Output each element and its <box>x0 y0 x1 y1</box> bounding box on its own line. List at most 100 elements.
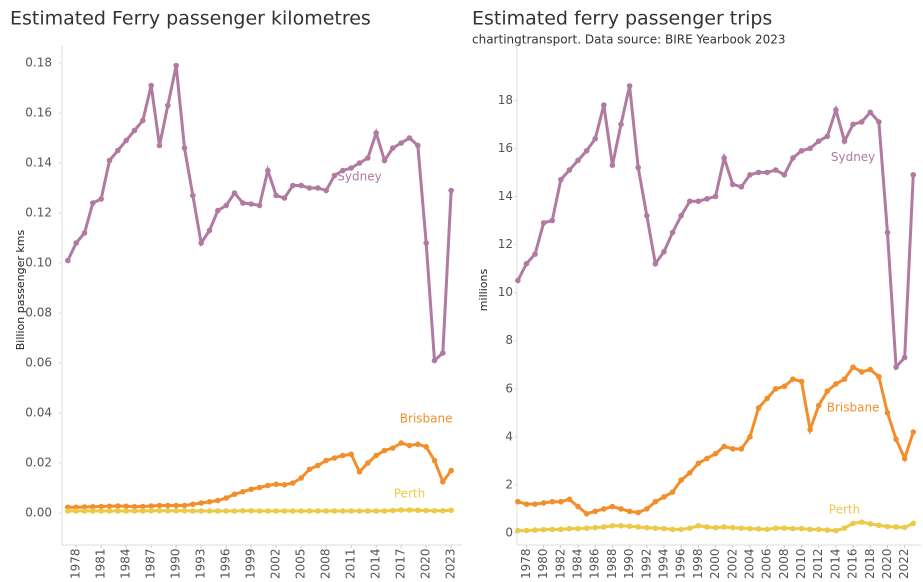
data-point <box>532 501 538 507</box>
data-point <box>365 155 371 161</box>
data-point <box>215 497 221 504</box>
data-point <box>523 501 530 507</box>
data-point <box>148 503 154 509</box>
y-axis-label: Billion passenger kms <box>14 229 27 350</box>
x-tick-label: 1990 <box>622 548 636 579</box>
data-point <box>901 524 908 531</box>
chart-subtitle: chartingtransport. Data source: BIRE Yea… <box>472 33 786 47</box>
data-point <box>807 426 813 433</box>
data-point <box>532 527 538 533</box>
data-point <box>833 381 839 387</box>
data-point <box>669 526 676 533</box>
data-point <box>893 364 899 370</box>
data-point <box>523 527 530 534</box>
x-tick-label: 1980 <box>536 548 550 579</box>
data-point <box>131 127 138 134</box>
data-point <box>173 507 179 514</box>
data-point <box>515 527 521 534</box>
data-point <box>747 525 753 532</box>
data-point <box>635 164 641 171</box>
data-point <box>815 526 822 533</box>
data-point <box>876 119 882 125</box>
data-point <box>678 526 684 533</box>
data-point <box>190 508 196 514</box>
data-point <box>884 409 891 416</box>
data-point <box>618 121 624 128</box>
data-point <box>273 481 279 488</box>
x-tick-label: 2000 <box>708 548 722 579</box>
data-point <box>306 185 313 191</box>
y-tick-label: 0.06 <box>25 356 52 370</box>
data-point <box>315 508 321 514</box>
data-point <box>248 201 254 207</box>
data-point <box>98 503 104 510</box>
data-point <box>850 520 856 527</box>
data-point <box>348 508 354 514</box>
y-tick-label: 0.14 <box>25 156 52 170</box>
data-point <box>373 452 379 459</box>
data-point <box>876 373 882 380</box>
data-point <box>755 169 762 176</box>
x-tick-label: 2014 <box>369 548 383 579</box>
data-point <box>712 450 719 457</box>
data-point <box>661 248 667 255</box>
series-line <box>517 365 915 516</box>
data-point <box>448 467 454 474</box>
x-tick-label: 1990 <box>169 548 183 579</box>
data-point <box>807 526 813 533</box>
x-tick-label: 1978 <box>519 548 533 579</box>
y-tick-label: 16 <box>498 141 513 155</box>
data-point <box>643 524 650 531</box>
data-point <box>635 524 641 530</box>
data-point <box>440 478 446 485</box>
data-point <box>398 140 404 146</box>
data-point <box>833 107 839 113</box>
series-label: Perth <box>394 487 425 501</box>
data-point <box>592 524 599 531</box>
x-tick-label: 1993 <box>194 548 208 579</box>
data-point <box>415 507 421 514</box>
data-point <box>315 185 321 191</box>
series-label: Sydney <box>831 150 875 164</box>
data-point <box>298 508 304 514</box>
data-point <box>148 507 154 514</box>
data-point <box>223 495 229 501</box>
data-point <box>73 508 79 514</box>
data-point <box>131 508 138 514</box>
series-line <box>66 65 453 364</box>
data-point <box>910 429 917 435</box>
data-point <box>440 507 446 514</box>
x-tick-label: 2004 <box>742 548 756 579</box>
data-point <box>601 102 607 108</box>
data-point <box>331 508 338 514</box>
x-tick-label: 2011 <box>344 548 358 579</box>
data-point <box>81 508 88 514</box>
data-point <box>772 167 779 173</box>
data-point <box>98 196 104 202</box>
y-axis-label: millions <box>477 269 490 312</box>
data-point <box>764 395 770 402</box>
data-point <box>755 526 762 532</box>
data-point <box>356 508 363 514</box>
data-point <box>824 388 831 394</box>
data-point <box>131 503 138 510</box>
x-tick-label: 1988 <box>605 548 619 579</box>
data-point <box>643 212 650 219</box>
y-tick-label: 6 <box>505 381 513 395</box>
data-point <box>532 251 538 257</box>
data-point <box>73 240 79 246</box>
data-point <box>583 147 590 154</box>
x-tick-label: 1987 <box>144 548 158 579</box>
data-point <box>198 500 204 506</box>
data-point <box>558 176 564 183</box>
data-point <box>515 498 521 505</box>
data-point <box>365 508 371 514</box>
data-point <box>423 443 429 450</box>
data-point <box>123 137 129 144</box>
data-point <box>601 506 607 512</box>
data-point <box>390 445 396 451</box>
y-tick-label: 0.00 <box>25 506 52 520</box>
data-point <box>515 277 521 284</box>
data-point <box>781 525 788 531</box>
data-point <box>781 383 788 390</box>
